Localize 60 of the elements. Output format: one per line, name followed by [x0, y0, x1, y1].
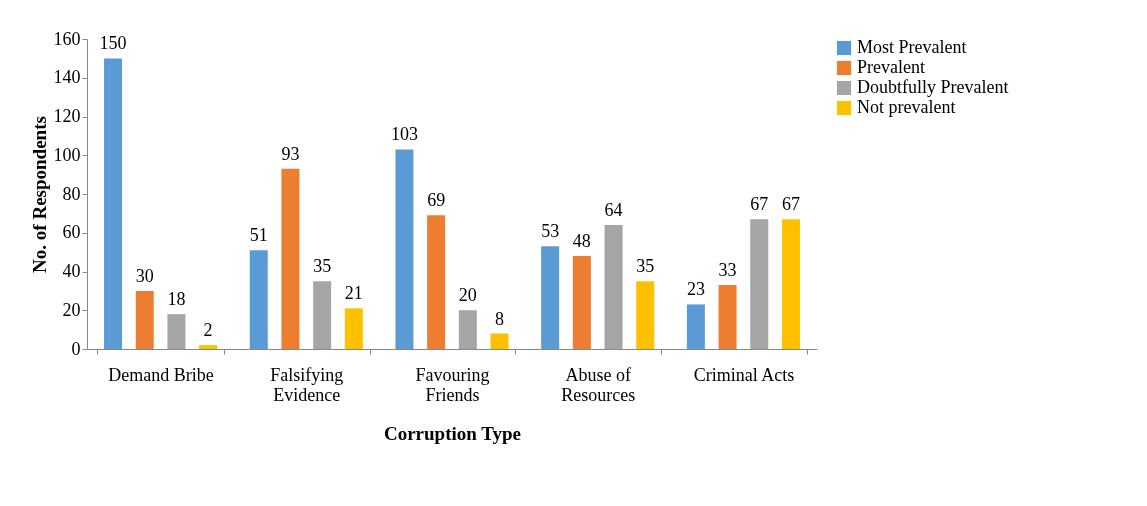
x-tick-label: Demand Bribe [108, 364, 214, 385]
data-label: 30 [135, 265, 154, 286]
x-tick-label: Abuse of Resources [561, 364, 636, 405]
data-label: 35 [636, 256, 655, 277]
y-tick-label: 160 [53, 28, 81, 49]
x-axis-title: Corruption Type [383, 422, 522, 444]
bar [199, 345, 218, 349]
data-label: 69 [427, 190, 446, 211]
data-label: 150 [99, 33, 127, 54]
bar [750, 219, 769, 349]
data-label: 48 [572, 231, 591, 251]
data-label: 23 [686, 279, 705, 300]
x-tick-label: Criminal Acts [693, 364, 795, 385]
data-label: 33 [718, 260, 737, 281]
data-label: 93 [281, 143, 300, 164]
legend-label: Prevalent [857, 57, 925, 77]
x-tick-label: Falsifying Evidence [270, 364, 344, 405]
bar [427, 215, 446, 349]
y-tick-label: 40 [62, 261, 81, 281]
bar [249, 250, 268, 349]
data-label: 53 [541, 221, 560, 242]
bar [167, 314, 186, 349]
legend-label: Doubtfully Prevalent [857, 77, 1009, 97]
y-tick-label: 80 [62, 183, 81, 204]
y-tick-label: 140 [53, 67, 81, 88]
y-tick-label: 120 [53, 106, 81, 126]
data-label: 51 [249, 225, 268, 246]
bar [572, 256, 591, 349]
y-tick-label: 60 [62, 222, 81, 243]
y-tick-label: 20 [62, 299, 81, 320]
bar [135, 290, 154, 349]
bar [104, 58, 123, 349]
data-label: 64 [604, 200, 623, 220]
x-tick-label: Favouring Friends [415, 364, 490, 405]
y-tick-label: 100 [53, 144, 81, 165]
legend-label: Most Prevalent [857, 37, 967, 57]
bar [490, 333, 509, 349]
data-label: 103 [390, 124, 418, 145]
bar [636, 281, 655, 349]
data-label: 18 [167, 289, 186, 310]
data-label: 20 [458, 285, 477, 306]
y-tick-label: 0 [71, 338, 81, 359]
bar [604, 225, 623, 349]
legend-label: Not prevalent [857, 97, 956, 117]
data-label: 67 [750, 194, 769, 215]
bar [718, 285, 737, 349]
bar [281, 168, 300, 349]
bar [686, 304, 705, 349]
data-label: 35 [313, 256, 332, 277]
y-axis-title: No. of Respondents [28, 116, 50, 273]
data-label: 2 [203, 320, 213, 341]
data-label: 21 [344, 283, 363, 304]
data-label: 67 [781, 194, 800, 215]
data-label: 8 [495, 308, 505, 329]
bar [395, 149, 414, 349]
bar [344, 308, 363, 349]
bar [313, 281, 332, 349]
bar [541, 246, 560, 349]
bar [458, 310, 477, 349]
bar [781, 219, 800, 349]
